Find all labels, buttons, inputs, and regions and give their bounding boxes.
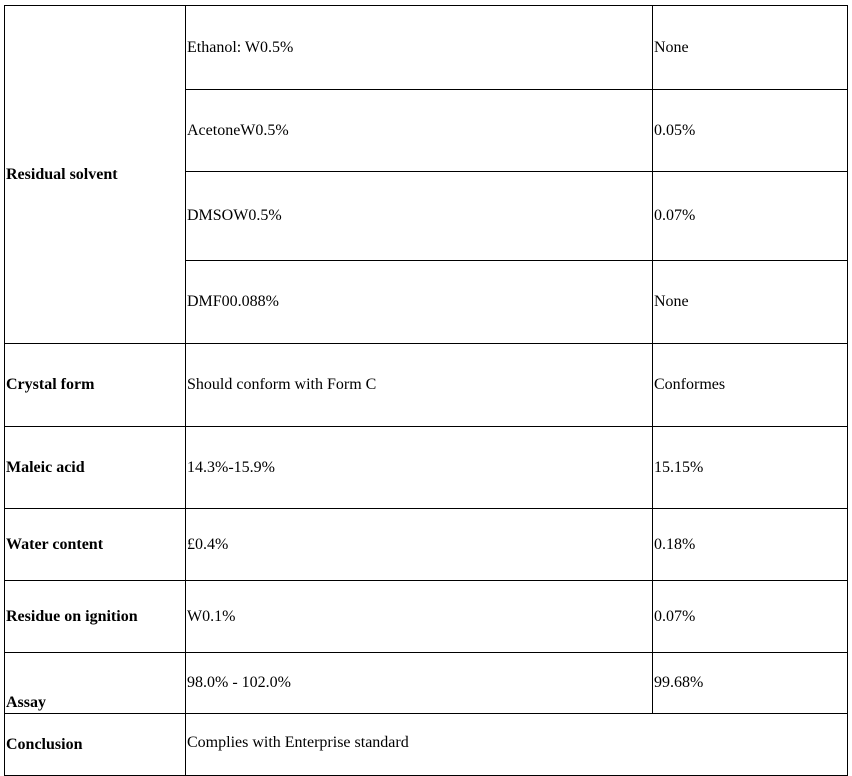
- residue-on-ignition-label: Residue on ignition: [4, 580, 186, 653]
- crystal-form-result: Conformes: [652, 343, 848, 427]
- residue-on-ignition-spec: W0.1%: [185, 580, 653, 653]
- table-row: Maleic acid 14.3%-15.9% 15.15%: [4, 426, 848, 509]
- crystal-form-spec: Should conform with Form C: [185, 343, 653, 427]
- spec-table-wrapper: Residual solvent Ethanol: W0.5% None Ace…: [4, 5, 848, 776]
- spec-table: Residual solvent Ethanol: W0.5% None Ace…: [4, 5, 848, 776]
- table-row: AcetoneW0.5% 0.05%: [5, 89, 848, 172]
- table-row: DMF00.088% None: [5, 260, 848, 344]
- maleic-acid-result: 15.15%: [652, 426, 848, 509]
- table-row: Residue on ignition W0.1% 0.07%: [4, 580, 848, 653]
- residual-solvent-ethanol-result: None: [652, 5, 848, 90]
- maleic-acid-label: Maleic acid: [4, 426, 186, 509]
- residual-solvent-ethanol-spec: Ethanol: W0.5%: [185, 5, 653, 90]
- maleic-acid-spec: 14.3%-15.9%: [185, 426, 653, 509]
- water-content-spec: £0.4%: [185, 508, 653, 581]
- residual-solvent-label: Residual solvent: [4, 5, 186, 344]
- water-content-result: 0.18%: [652, 508, 848, 581]
- residual-solvent-acetone-spec: AcetoneW0.5%: [185, 89, 653, 172]
- residual-solvent-dmso-result: 0.07%: [652, 171, 848, 261]
- assay-spec: 98.0% - 102.0%: [185, 652, 653, 714]
- crystal-form-label: Crystal form: [4, 343, 186, 427]
- table-row: Assay 98.0% - 102.0% 99.68%: [4, 652, 848, 714]
- residual-solvent-dmso-spec: DMSOW0.5%: [185, 171, 653, 261]
- residue-on-ignition-result: 0.07%: [652, 580, 848, 653]
- conclusion-label: Conclusion: [4, 713, 186, 776]
- table-row: Residual solvent Ethanol: W0.5% None: [4, 5, 848, 344]
- assay-result: 99.68%: [652, 652, 848, 714]
- assay-label: Assay: [4, 652, 186, 714]
- water-content-label: Water content: [4, 508, 186, 581]
- table-row: Water content £0.4% 0.18%: [4, 508, 848, 581]
- residual-solvent-dmf-spec: DMF00.088%: [185, 260, 653, 344]
- conclusion-value: Complies with Enterprise standard: [185, 713, 848, 776]
- table-row: Crystal form Should conform with Form C …: [4, 343, 848, 427]
- table-row: Conclusion Complies with Enterprise stan…: [4, 713, 848, 776]
- table-row: DMSOW0.5% 0.07%: [5, 171, 848, 261]
- residual-solvent-acetone-result: 0.05%: [652, 89, 848, 172]
- residual-solvent-dmf-result: None: [652, 260, 848, 344]
